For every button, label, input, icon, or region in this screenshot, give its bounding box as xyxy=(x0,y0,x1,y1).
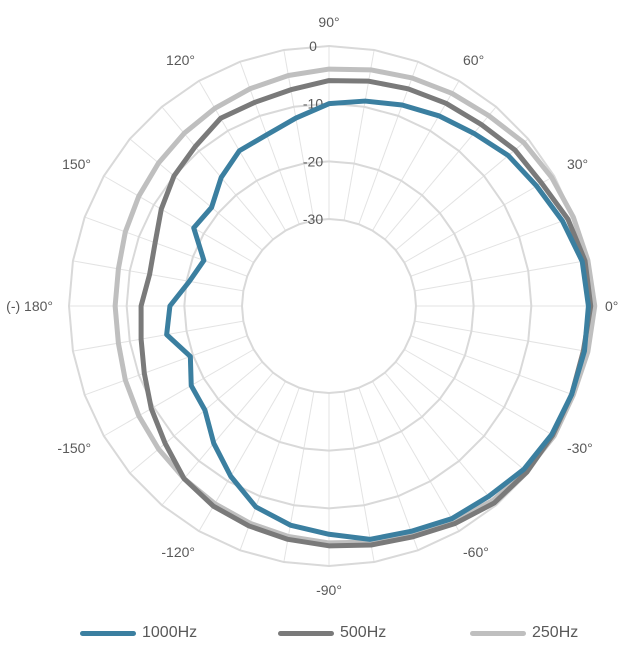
grid-ring xyxy=(125,102,533,510)
legend-item: 1000Hz xyxy=(80,620,197,646)
grid-spoke xyxy=(84,216,248,277)
grid-spoke xyxy=(161,106,274,240)
legend-swatch xyxy=(278,630,334,636)
angular-tick-label: -150° xyxy=(57,440,91,456)
grid-spoke xyxy=(395,361,529,474)
radial-tick-labels: 0-10-20-30 xyxy=(303,38,323,227)
angular-tick-labels: 0° 30° 60° 90° 120° 150° (-) 180° -150° -120° -90… xyxy=(6,14,618,598)
legend-label: 500Hz xyxy=(340,624,387,641)
radial-tick-label: -20 xyxy=(303,153,323,169)
grid-spoke xyxy=(395,138,529,251)
grid-spoke xyxy=(72,260,244,292)
legend-swatch xyxy=(80,630,136,636)
angular-tick-label: 90° xyxy=(318,14,339,30)
polar-chart: 0-10-20-30 0°30°60°90°120°150°(-) 180°-1… xyxy=(6,14,618,598)
grid-spoke xyxy=(384,372,497,506)
angular-tick-label: 0° xyxy=(605,298,618,314)
legend-swatch xyxy=(470,630,526,636)
grid-spoke xyxy=(404,175,555,263)
grid-spoke xyxy=(404,349,555,437)
grid-spoke xyxy=(384,106,497,240)
radial-tick-label: 0 xyxy=(309,38,317,54)
grid-spoke xyxy=(283,391,315,563)
legend-item: 250Hz xyxy=(470,620,578,646)
series-line-250hz xyxy=(112,66,598,546)
grid-spoke xyxy=(84,335,248,396)
angular-tick-label: -90° xyxy=(316,582,342,598)
grid-spoke xyxy=(283,49,315,221)
series-line-1000hz xyxy=(164,98,591,542)
angular-tick-label: 60° xyxy=(463,52,484,68)
angular-tick-label: 30° xyxy=(567,156,588,172)
grid-spoke xyxy=(103,349,254,437)
grid-spoke xyxy=(198,80,286,231)
series-line-500hz xyxy=(138,78,594,549)
grid-spoke xyxy=(103,175,254,263)
grid-spoke xyxy=(72,320,244,352)
radial-tick-label: -30 xyxy=(303,211,323,227)
grid-spoke xyxy=(358,387,419,551)
legend-label: 250Hz xyxy=(532,624,579,641)
legend-label: 1000Hz xyxy=(142,624,198,641)
grid-spoke xyxy=(414,320,586,352)
grid-spoke xyxy=(129,361,263,474)
angular-tick-label: (-) 180° xyxy=(6,298,53,314)
polar-grid xyxy=(67,44,591,568)
grid-spoke xyxy=(161,372,274,506)
angular-tick-label: -120° xyxy=(161,544,195,560)
grid-ring xyxy=(183,160,475,452)
legend: 1000Hz 500Hz 250Hz xyxy=(0,620,618,646)
grid-spoke xyxy=(372,80,460,231)
angular-tick-label: -30° xyxy=(567,440,593,456)
angular-tick-label: -60° xyxy=(463,544,489,560)
grid-ring xyxy=(67,44,591,568)
grid-spoke xyxy=(343,49,375,221)
series-lines xyxy=(112,66,598,549)
grid-spoke xyxy=(410,216,574,277)
angular-tick-label: 150° xyxy=(62,156,91,172)
angular-tick-label: 120° xyxy=(166,52,195,68)
grid-spoke xyxy=(129,138,263,251)
grid-spoke xyxy=(372,381,460,532)
legend-item: 500Hz xyxy=(278,620,386,646)
grid-spoke xyxy=(343,391,375,563)
grid-spoke xyxy=(410,335,574,396)
grid-ring xyxy=(240,217,418,395)
grid-spoke xyxy=(414,260,586,292)
